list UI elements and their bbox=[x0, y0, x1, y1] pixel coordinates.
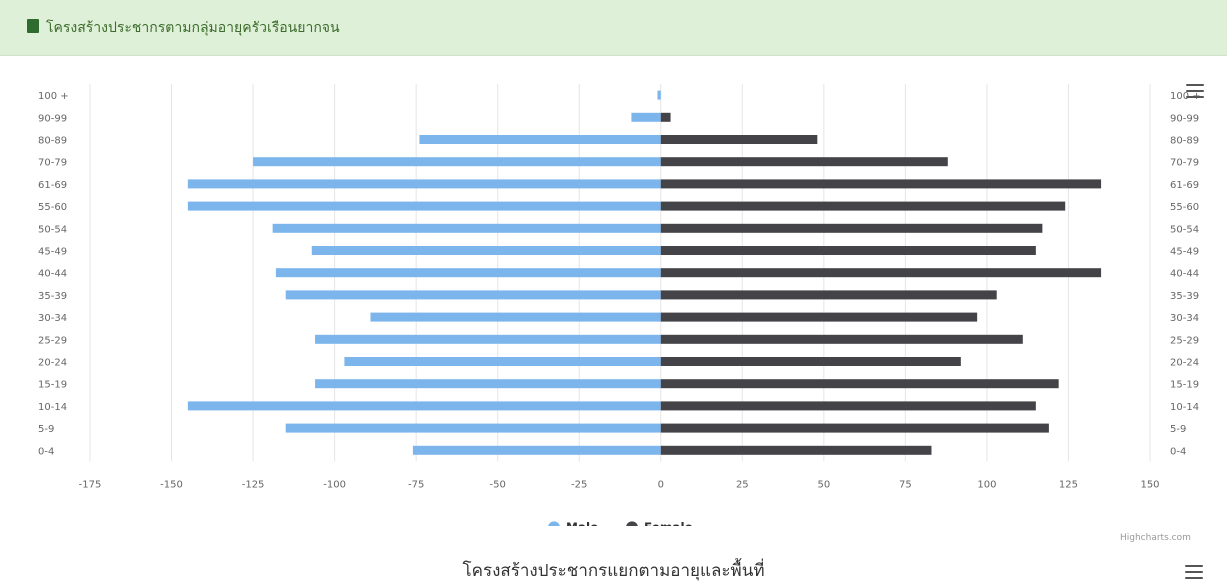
x-tick-label: 50 bbox=[817, 479, 830, 490]
female-bar bbox=[660, 223, 1043, 233]
male-bar bbox=[315, 379, 661, 389]
female-bar bbox=[660, 445, 932, 455]
male-bar bbox=[285, 290, 661, 300]
male-bar bbox=[412, 445, 661, 455]
female-bar bbox=[660, 312, 978, 322]
female-bar bbox=[660, 379, 1059, 389]
male-bar bbox=[187, 201, 661, 211]
female-bar bbox=[660, 423, 1049, 433]
female-bar bbox=[660, 157, 948, 167]
male-bar bbox=[253, 157, 661, 167]
x-tick-label: 75 bbox=[899, 479, 912, 490]
y-category-label-right: 45-49 bbox=[1170, 247, 1199, 258]
x-tick-label: 125 bbox=[1059, 479, 1078, 490]
female-bar bbox=[660, 334, 1023, 344]
male-bar bbox=[315, 334, 661, 344]
y-category-label-right: 100 + bbox=[1170, 91, 1201, 102]
male-bar bbox=[657, 90, 661, 100]
female-bar bbox=[660, 357, 961, 366]
y-category-label-left: 0-4 bbox=[38, 446, 54, 457]
y-category-label-right: 50-54 bbox=[1170, 224, 1199, 235]
y-category-label-right: 55-60 bbox=[1170, 202, 1199, 213]
female-bar bbox=[660, 201, 1066, 211]
y-category-label-left: 15-19 bbox=[38, 380, 67, 391]
male-bar bbox=[311, 246, 661, 255]
y-category-label-left: 90-99 bbox=[38, 113, 67, 124]
male-bar bbox=[187, 179, 661, 189]
y-category-label-left: 80-89 bbox=[38, 136, 67, 147]
legend-label[interactable]: Female bbox=[644, 520, 693, 526]
female-bar bbox=[660, 290, 997, 300]
x-tick-label: 25 bbox=[736, 479, 749, 490]
x-tick-label: -50 bbox=[490, 479, 506, 490]
x-tick-label: 0 bbox=[658, 479, 664, 490]
y-category-label-left: 45-49 bbox=[38, 247, 67, 258]
y-category-label-left: 10-14 bbox=[38, 402, 67, 413]
y-category-label-right: 15-19 bbox=[1170, 380, 1199, 391]
y-category-label-right: 20-24 bbox=[1170, 358, 1199, 369]
chart-credits[interactable]: Highcharts.com bbox=[1120, 533, 1191, 543]
x-tick-label: -75 bbox=[408, 479, 424, 490]
legend-marker bbox=[626, 521, 638, 526]
population-pyramid-chart: -175 -150 -125 -100 -75 -50 -25 0 25 50 75 100 125 15… bbox=[38, 84, 1201, 526]
legend-marker bbox=[548, 521, 560, 526]
y-category-label-right: 40-44 bbox=[1170, 269, 1199, 280]
x-tick-label: 150 bbox=[1140, 479, 1159, 490]
next-chart-title: โครงสร้างประชากรแยกตามอายุและพื้นที่ bbox=[462, 561, 765, 581]
y-category-label-right: 90-99 bbox=[1170, 113, 1199, 124]
y-category-label-left: 20-24 bbox=[38, 358, 67, 369]
female-bar bbox=[660, 135, 818, 144]
female-bar bbox=[660, 179, 1102, 189]
y-category-label-left: 30-34 bbox=[38, 313, 67, 324]
y-category-label-right: 30-34 bbox=[1170, 313, 1199, 324]
x-tick-label: -125 bbox=[242, 479, 265, 490]
y-category-label-right: 35-39 bbox=[1170, 291, 1199, 302]
y-category-label-right: 10-14 bbox=[1170, 402, 1199, 413]
y-category-label-right: 80-89 bbox=[1170, 136, 1199, 147]
y-category-label-left: 55-60 bbox=[38, 202, 67, 213]
female-bar bbox=[660, 112, 671, 122]
x-tick-label: -175 bbox=[79, 479, 102, 490]
y-category-label-left: 50-54 bbox=[38, 224, 67, 235]
panel-header: โครงสร้างประชากรตามกลุ่มอายุครัวเรือนยาก… bbox=[0, 0, 1227, 56]
y-category-label-left: 100 + bbox=[38, 91, 69, 102]
y-category-label-right: 0-4 bbox=[1170, 446, 1186, 457]
y-category-label-left: 61-69 bbox=[38, 180, 67, 191]
y-category-label-left: 40-44 bbox=[38, 269, 67, 280]
y-category-label-left: 5-9 bbox=[38, 424, 54, 435]
male-bar bbox=[419, 135, 661, 144]
male-bar bbox=[370, 312, 661, 322]
y-category-label-right: 25-29 bbox=[1170, 335, 1199, 346]
y-category-label-left: 35-39 bbox=[38, 291, 67, 302]
x-tick-label: -100 bbox=[323, 479, 346, 490]
male-bar bbox=[631, 112, 661, 122]
legend-label[interactable]: Male bbox=[566, 520, 598, 526]
chart-menu-icon[interactable] bbox=[1186, 84, 1204, 98]
y-category-label-left: 25-29 bbox=[38, 335, 67, 346]
x-tick-label: 100 bbox=[977, 479, 996, 490]
panel-title: โครงสร้างประชากรตามกลุ่มอายุครัวเรือนยาก… bbox=[46, 20, 340, 36]
male-bar bbox=[344, 357, 661, 366]
female-bar bbox=[660, 246, 1036, 255]
y-category-label-left: 70-79 bbox=[38, 158, 67, 169]
book-icon bbox=[27, 19, 39, 33]
female-bar bbox=[660, 268, 1102, 278]
next-chart-menu-icon[interactable] bbox=[1185, 565, 1203, 579]
male-bar bbox=[187, 401, 661, 411]
x-tick-label: -25 bbox=[571, 479, 587, 490]
male-bar bbox=[272, 223, 661, 233]
y-category-label-right: 5-9 bbox=[1170, 424, 1186, 435]
female-bar bbox=[660, 401, 1036, 411]
y-category-label-right: 61-69 bbox=[1170, 180, 1199, 191]
male-bar bbox=[275, 268, 661, 278]
y-category-label-right: 70-79 bbox=[1170, 158, 1199, 169]
x-tick-label: -150 bbox=[160, 479, 183, 490]
male-bar bbox=[285, 423, 661, 433]
